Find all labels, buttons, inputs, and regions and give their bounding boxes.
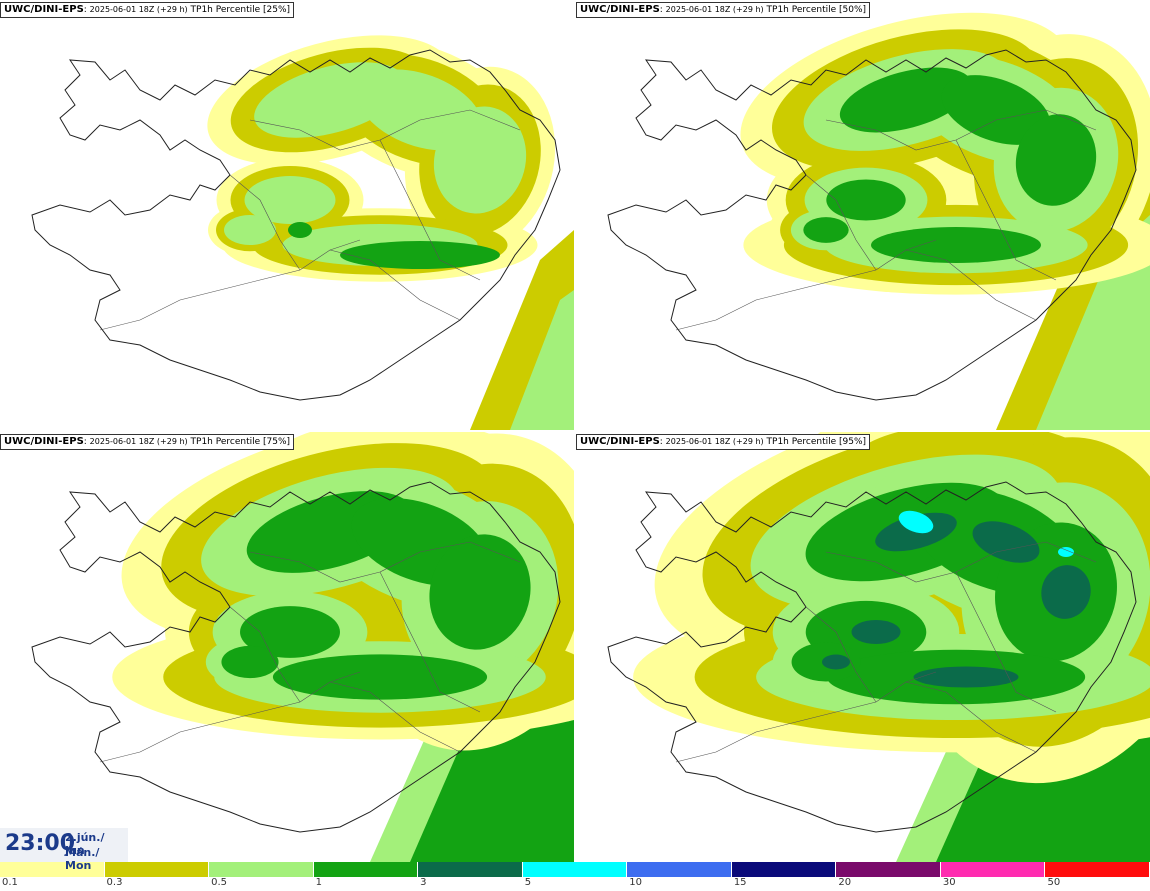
precip-fill-p75 <box>112 432 574 862</box>
iceland-coastline <box>31 49 561 401</box>
legend-labels: 0.1 0.3 0.5 1 3 5 10 15 20 30 50 <box>0 877 1150 891</box>
valid-time-box: 23:00 2.jún./ Jun Mán./ Mon <box>0 828 128 872</box>
panel-title: UWC/DINI-EPS: 2025-06-01 18Z (+29 h) TP1… <box>0 2 295 18</box>
map-panel-p95: UWC/DINI-EPS: 2025-06-01 18Z (+29 h) TP1… <box>576 432 1150 862</box>
legend-swatch <box>940 862 1046 877</box>
field-name: TP1h Percentile [95%] <box>766 437 867 447</box>
legend-swatch <box>836 862 941 877</box>
legend-swatch <box>1045 862 1150 877</box>
legend-swatch <box>627 862 732 877</box>
run-time: 2025-06-01 18Z (+29 h) <box>89 437 188 446</box>
precip-map-p75 <box>31 432 574 862</box>
field-name: TP1h Percentile [50%] <box>766 5 867 15</box>
valid-date: 2.jún./ Jun <box>65 831 105 857</box>
legend-swatch <box>0 862 105 877</box>
legend-label: 5 <box>524 877 532 888</box>
legend-label: 15 <box>733 877 747 888</box>
valid-hour: 23:00 <box>5 831 76 856</box>
legend-label: 10 <box>629 877 642 888</box>
panel-title: UWC/DINI-EPS: 2025-06-01 18Z (+29 h) TP1… <box>0 434 295 450</box>
legend-swatch <box>104 862 210 877</box>
legend-label: 30 <box>942 877 956 888</box>
legend-label: 50 <box>1047 877 1061 888</box>
precip-map-p50 <box>607 12 1150 430</box>
precip-map-p25 <box>31 35 574 430</box>
field-name: TP1h Percentile [75%] <box>190 437 291 447</box>
precip-fill-p25 <box>207 35 574 430</box>
precip-fill-p95 <box>633 432 1150 862</box>
legend-swatch <box>522 862 628 877</box>
legend-label: 20 <box>838 877 852 888</box>
run-time: 2025-06-01 18Z (+29 h) <box>665 5 764 14</box>
panel-divider <box>0 430 1150 432</box>
legend-label: 0.3 <box>106 877 123 888</box>
model-name: UWC/DINI-EPS <box>580 4 660 15</box>
iceland-coastline <box>607 49 1137 401</box>
model-name: UWC/DINI-EPS <box>4 436 84 447</box>
precip-map-p95 <box>607 432 1150 862</box>
field-name: TP1h Percentile [25%] <box>190 5 291 15</box>
legend-swatch <box>731 862 837 877</box>
legend-label: 0.1 <box>2 877 18 888</box>
legend-swatch <box>209 862 314 877</box>
panel-title: UWC/DINI-EPS: 2025-06-01 18Z (+29 h) TP1… <box>576 434 871 450</box>
iceland-coastline <box>607 481 1137 833</box>
legend-label: 1 <box>315 877 322 888</box>
legend-label: 3 <box>420 877 427 888</box>
valid-weekday: Mán./ Mon <box>65 846 100 872</box>
color-legend <box>0 862 1150 877</box>
map-panel-p25: UWC/DINI-EPS: 2025-06-01 18Z (+29 h) TP1… <box>0 0 574 430</box>
map-panel-p50: UWC/DINI-EPS: 2025-06-01 18Z (+29 h) TP1… <box>576 0 1150 430</box>
precip-fill-p50 <box>740 12 1150 430</box>
run-time: 2025-06-01 18Z (+29 h) <box>89 5 188 14</box>
iceland-coastline <box>31 481 561 833</box>
legend-swatch <box>313 862 419 877</box>
run-time: 2025-06-01 18Z (+29 h) <box>665 437 764 446</box>
legend-label: 0.5 <box>211 877 227 888</box>
map-panel-p75: UWC/DINI-EPS: 2025-06-01 18Z (+29 h) TP1… <box>0 432 574 862</box>
legend-swatch <box>418 862 523 877</box>
panel-title: UWC/DINI-EPS: 2025-06-01 18Z (+29 h) TP1… <box>576 2 871 18</box>
model-name: UWC/DINI-EPS <box>4 4 84 15</box>
model-name: UWC/DINI-EPS <box>580 436 660 447</box>
